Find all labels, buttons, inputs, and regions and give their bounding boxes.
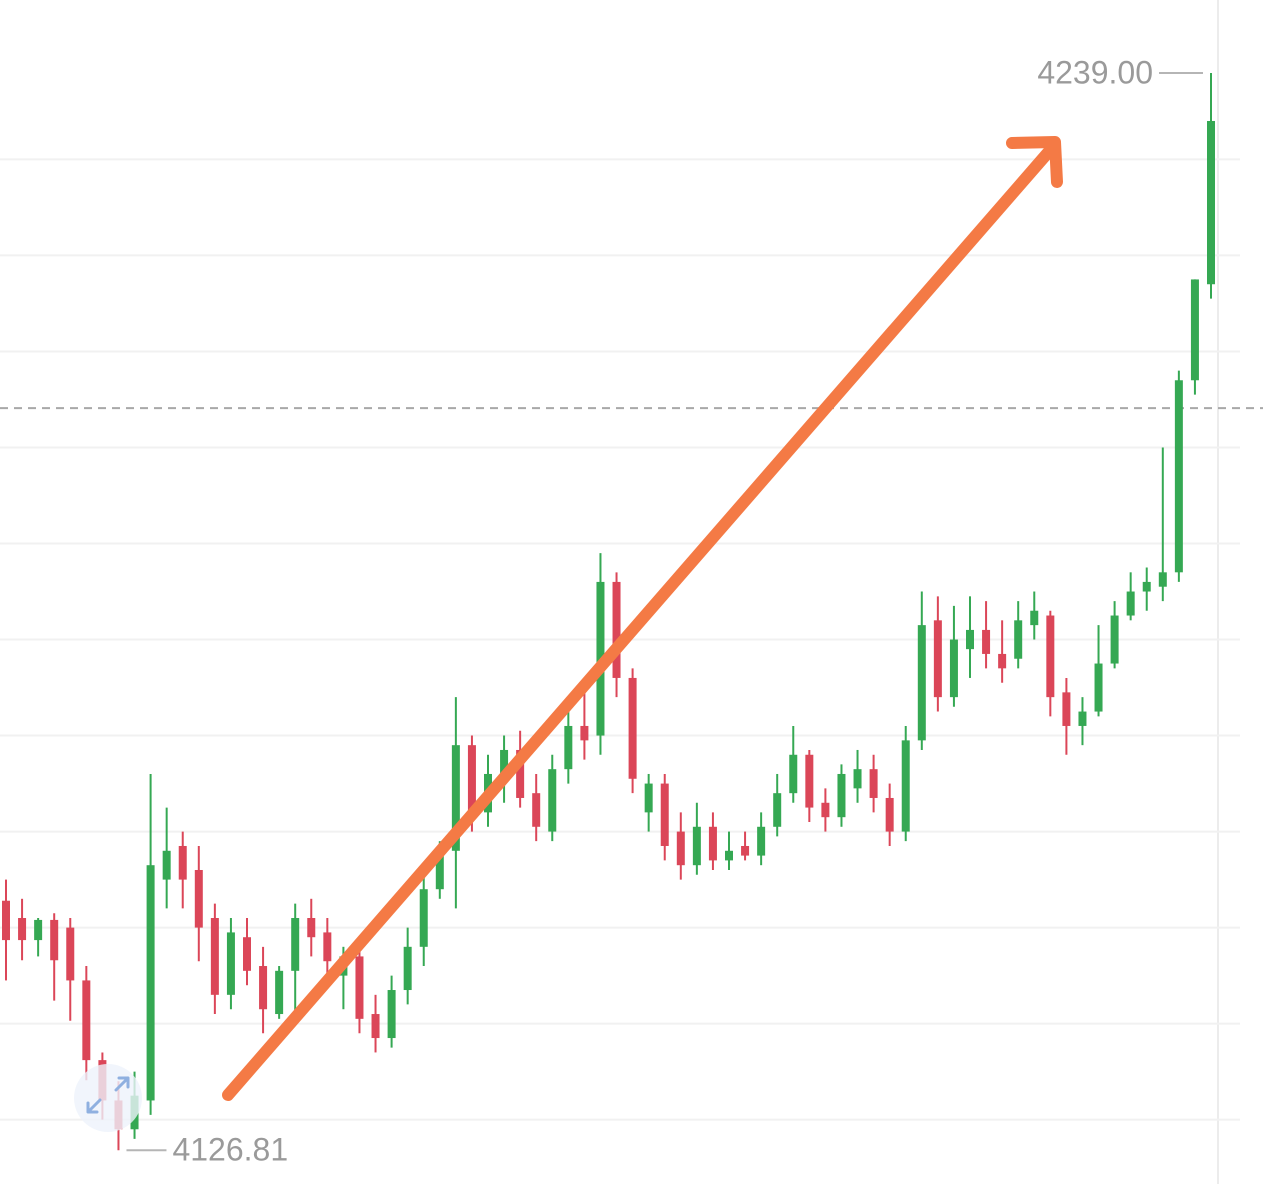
candle-body [773, 793, 782, 827]
candle-body [403, 946, 412, 991]
candle-body [660, 783, 669, 846]
candle-body [628, 677, 637, 779]
labels: 4239.00 4126.81 [126, 54, 1203, 1168]
candle-body [1110, 615, 1119, 664]
candle-body [307, 918, 316, 938]
candle-body [1062, 692, 1071, 726]
candle-body [371, 1014, 380, 1039]
candle-body [612, 581, 621, 678]
grid [0, 158, 1263, 1121]
candle-body [419, 889, 428, 947]
candle-body [275, 970, 284, 1015]
candle-body [451, 745, 460, 851]
candle-body [1094, 663, 1103, 712]
candle-body [644, 783, 653, 813]
candle-body [548, 769, 557, 832]
candle-body [323, 932, 332, 962]
candle-body [917, 625, 926, 741]
candle-body [805, 754, 814, 808]
candle-body [210, 918, 219, 995]
candle-body [34, 919, 43, 941]
candle-body [467, 745, 476, 813]
trend-arrow-head [1006, 136, 1063, 188]
candle-body [243, 937, 251, 971]
candle-body [50, 919, 59, 961]
candle-body [998, 653, 1007, 669]
trend-arrow [222, 136, 1063, 1101]
candle-body [1030, 610, 1039, 626]
candle-body [500, 749, 509, 774]
candle-body [933, 620, 942, 698]
candle-body [564, 725, 573, 770]
candle-body [1014, 620, 1023, 659]
candle-body [1174, 380, 1183, 573]
candle-body [435, 850, 444, 890]
candle-body [178, 845, 187, 880]
candle-body [2, 900, 10, 941]
candle-body [757, 826, 766, 856]
zoom-icon [74, 1064, 142, 1132]
candle-body [708, 826, 717, 861]
candle-body [1046, 615, 1055, 698]
candle-body [982, 629, 991, 654]
candle-body [1126, 591, 1135, 616]
candle-body [226, 932, 235, 995]
candle-body [259, 966, 268, 1010]
candle-body [869, 769, 878, 798]
candle-body [821, 802, 830, 818]
max-label: 4239.00 [1037, 54, 1153, 90]
zoom-icon-arrows [86, 1076, 130, 1114]
candle-body [82, 980, 91, 1061]
candle-body [532, 793, 541, 827]
candle-body [66, 927, 75, 981]
candle-body [387, 990, 396, 1039]
candle-body [901, 740, 910, 832]
candle-body [1207, 120, 1215, 285]
candle-body [1078, 711, 1087, 726]
candle-body [194, 869, 203, 928]
candle-body [966, 629, 974, 650]
candle-body [1190, 279, 1199, 381]
candle-body [1142, 581, 1151, 592]
candle-body [741, 845, 750, 856]
candle-body [1158, 572, 1167, 587]
candle-body [725, 850, 733, 861]
candle-body [355, 956, 364, 1019]
candle-body [853, 769, 862, 789]
candle-body [885, 797, 894, 832]
candle-body [837, 773, 846, 818]
candle-body [580, 725, 589, 741]
candle-body [692, 826, 701, 866]
candle-body [516, 749, 525, 798]
zoom-icon-bg [74, 1064, 142, 1132]
candle-body [291, 918, 300, 971]
min-label: 4126.81 [172, 1132, 288, 1168]
trend-arrow-line [222, 142, 1058, 1101]
candle-body [162, 850, 171, 880]
candle-body [18, 918, 27, 941]
candle-body [789, 754, 798, 794]
candle-body [146, 865, 155, 1101]
candle-body [676, 831, 685, 866]
candle-body [949, 639, 958, 698]
